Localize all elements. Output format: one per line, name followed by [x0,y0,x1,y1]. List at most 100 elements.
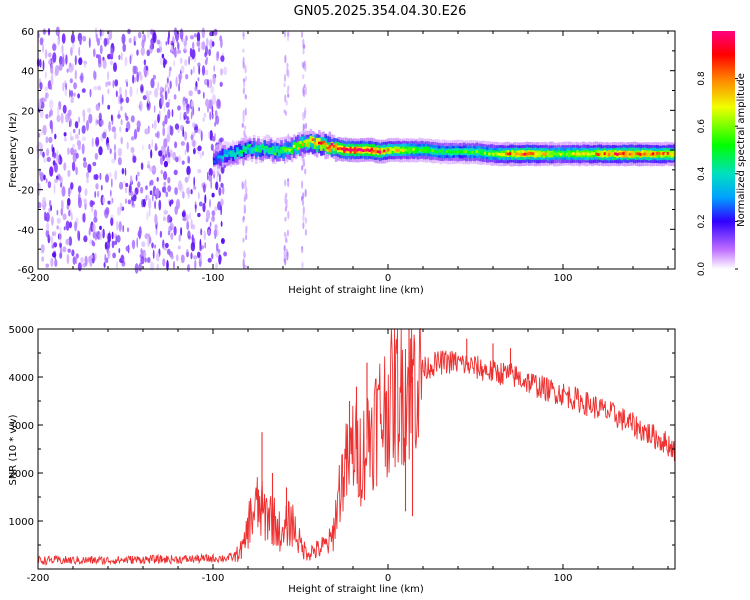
noise-speckle [42,44,45,53]
noise-speckle [206,209,210,220]
noise-speckle [201,65,206,76]
noise-speckle [81,88,86,93]
ridge-cell [322,141,325,148]
ridge-cell [555,152,558,156]
ridge-cell [483,151,487,155]
noise-speckle [157,81,160,91]
stray-speckle [284,206,287,212]
noise-speckle [190,252,193,260]
noise-speckle [174,123,180,130]
snr-plot: -200 -100 0 100 1000 2000 3000 4000 5000 Height … [8,325,676,595]
ridge-cell [246,144,250,148]
noise-speckle [176,254,179,262]
noise-speckle [65,54,68,65]
stray-speckle [242,61,245,69]
noise-speckle [133,40,137,46]
noise-speckle [167,214,171,221]
noise-speckle [52,52,57,63]
ridge-cell [420,148,424,152]
noise-speckle [140,84,144,94]
ridge-cell [515,152,518,156]
noise-speckle [59,227,62,233]
noise-speckle [47,181,52,189]
noise-speckle [118,248,121,254]
noise-speckle [99,28,102,38]
stray-speckle [302,87,305,96]
noise-speckle [136,120,141,128]
noise-speckle [132,74,135,84]
noise-speckle [47,27,51,36]
noise-speckle [83,198,87,205]
noise-speckle [180,227,183,236]
noise-speckle [220,55,225,62]
noise-speckle [165,41,168,46]
ridge-cell [297,141,300,148]
noise-speckle [202,91,205,99]
ridge-cell [567,152,571,156]
noise-speckle [107,104,111,110]
noise-speckle [107,81,111,86]
ridge-cell [427,149,430,152]
noise-speckle [81,143,85,155]
stray-speckle [302,112,305,121]
noise-speckle [180,124,184,132]
ridge-cell [364,148,367,152]
ridge-cell [517,152,521,156]
noise-speckle [134,187,139,195]
noise-speckle [138,104,141,109]
noise-speckle [209,39,213,49]
stray-speckle [302,38,305,45]
ridge-cell [481,151,485,155]
x-tick-label: -200 [27,273,50,284]
stray-speckle [302,222,305,230]
noise-speckle [167,109,171,119]
noise-speckle [208,168,213,177]
x-tick-label: -100 [202,573,225,584]
noise-speckle [178,73,182,85]
stray-speckle [287,69,290,78]
noise-speckle [162,120,166,128]
ridge-cell [225,154,229,158]
noise-speckle [140,186,144,194]
noise-speckle [48,136,53,144]
ridge-cell [519,153,523,156]
ridge-cell [498,153,502,156]
stray-speckle [242,215,245,221]
noise-speckle [91,239,94,246]
noise-speckle [203,230,206,241]
noise-speckle [200,130,203,142]
noise-speckle [100,184,103,191]
noise-speckle [86,178,89,184]
stray-speckle [283,231,286,237]
stray-speckle [286,62,289,68]
ridge-cell [326,146,329,150]
ridge-cell [624,152,628,155]
y-tick-label: 5000 [9,325,34,336]
noise-speckle [198,65,201,75]
noise-speckle [125,81,129,88]
stray-speckle [285,100,288,106]
ridge-cell [492,152,495,156]
noise-speckle [114,170,118,181]
noise-speckle [130,136,135,141]
noise-speckle [211,41,215,47]
noise-speckle [197,128,202,134]
noise-speckle [149,190,153,195]
noise-speckle [136,87,139,95]
noise-speckle [164,114,168,125]
noise-speckle [95,54,100,59]
noise-speckle [166,77,169,84]
noise-speckle [152,74,156,80]
noise-speckle [180,141,185,146]
ridge-cell [385,149,388,153]
ridge-cell [248,144,252,147]
noise-speckle [173,27,178,37]
ridge-cell [269,147,273,155]
ridge-cell [544,152,548,156]
ridge-cell [549,152,552,155]
noise-speckle [139,100,143,112]
noise-speckle [169,125,174,136]
ridge-cell [639,153,642,156]
noise-speckle [73,92,76,97]
ridge-cell [490,152,493,156]
